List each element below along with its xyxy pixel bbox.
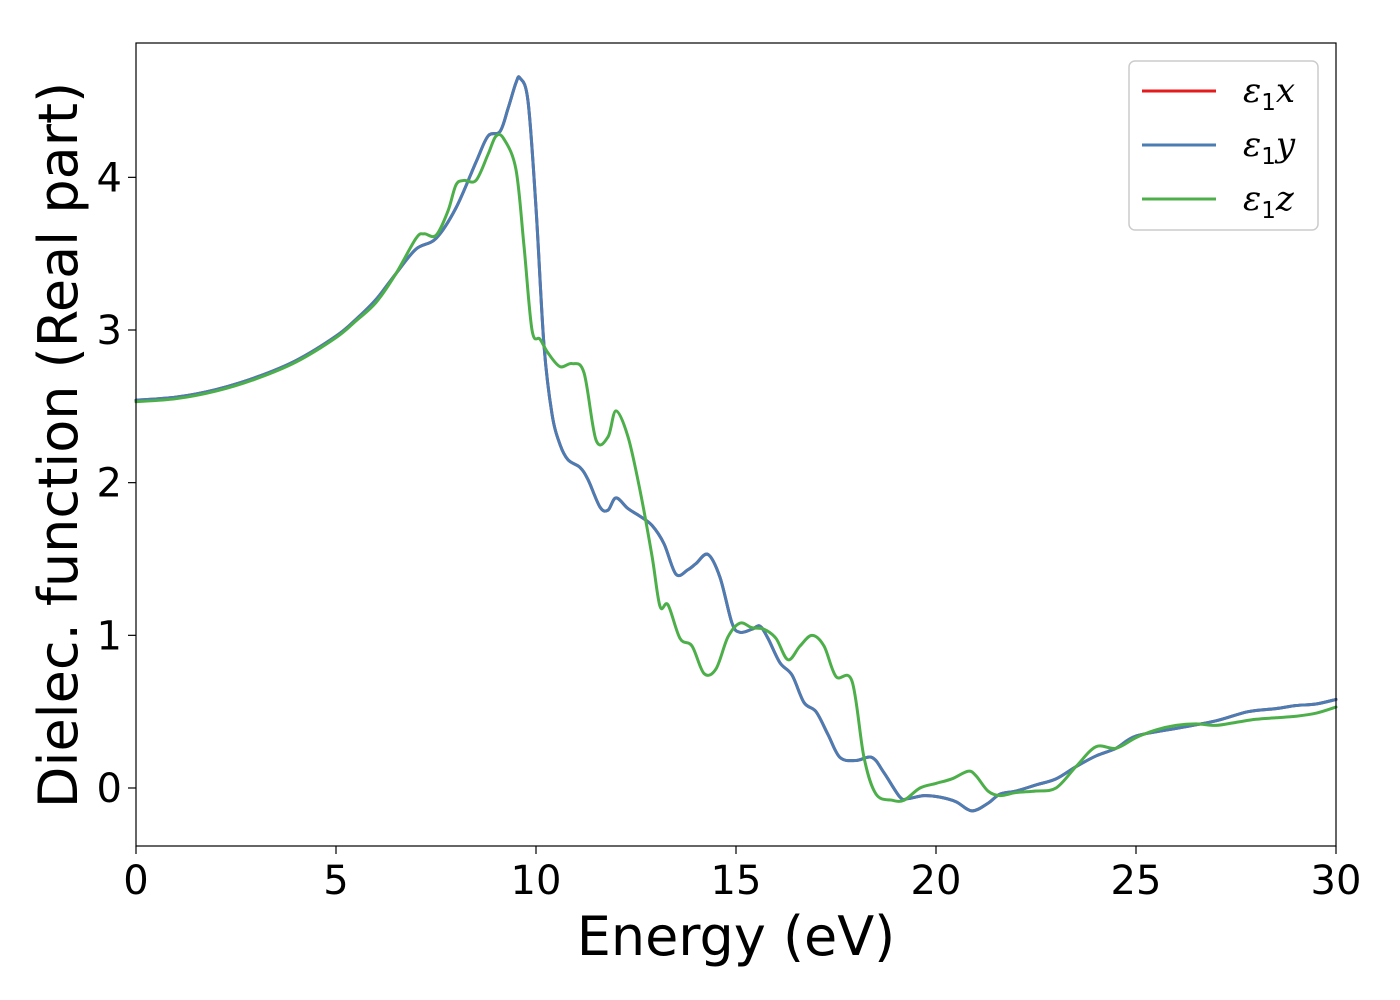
series-line-y [134, 75, 1338, 813]
x-axis-label: Energy (eV) [577, 905, 896, 968]
series-line-z [134, 133, 1338, 803]
legend-label-y: ε1y [1243, 125, 1296, 170]
x-tick-label: 20 [911, 858, 962, 904]
legend: ε1x ε1y ε1z [1128, 60, 1319, 231]
y-tick-label: 2 [97, 461, 122, 507]
x-axis-ticks: 0 5 10 15 20 25 30 [123, 846, 1361, 904]
x-tick-label: 25 [1111, 858, 1162, 904]
y-tick-label: 1 [97, 613, 122, 659]
x-tick-label: 5 [323, 858, 348, 904]
x-tick-label: 10 [511, 858, 562, 904]
y-axis-ticks: 0 1 2 3 4 [97, 155, 136, 812]
y-axis-label: Dielec. function (Real part) [27, 82, 90, 808]
legend-label-x: ε1x [1243, 71, 1295, 116]
series-layer [134, 75, 1338, 813]
legend-box [1128, 60, 1319, 231]
x-tick-label: 0 [123, 858, 148, 904]
x-tick-label: 15 [711, 858, 762, 904]
legend-label-z: ε1z [1243, 179, 1295, 224]
y-tick-label: 4 [97, 155, 122, 201]
y-tick-label: 0 [97, 766, 122, 812]
y-tick-label: 3 [97, 308, 122, 354]
x-tick-label: 30 [1311, 858, 1362, 904]
